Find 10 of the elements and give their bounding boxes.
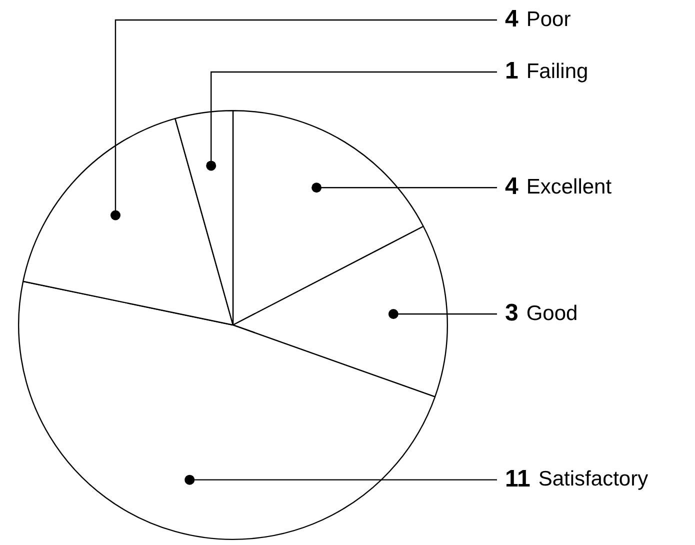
data-label: 11 [505,465,530,492]
data-label: 4 [505,6,519,33]
slice-label: Failing [526,60,588,83]
slice-label: Good [526,302,578,325]
slice-label: Excellent [526,175,612,198]
data-label: 3 [505,300,518,327]
slice-label: Satisfactory [538,468,649,491]
slice-label: Poor [526,8,571,31]
data-label: 4 [505,173,519,200]
data-label: 1 [505,58,518,85]
